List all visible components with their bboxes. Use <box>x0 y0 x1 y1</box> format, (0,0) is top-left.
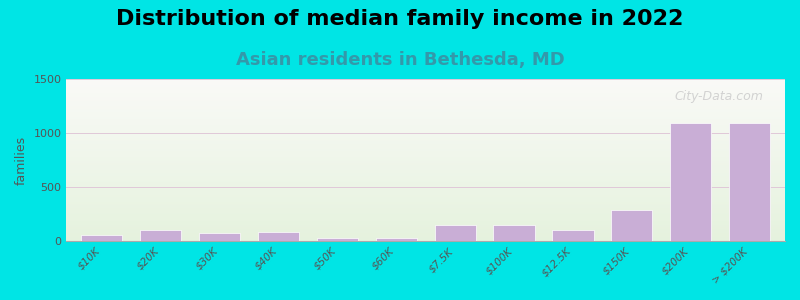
Bar <box>670 123 711 241</box>
Bar <box>258 232 299 241</box>
Bar <box>552 230 594 241</box>
Bar <box>611 210 653 241</box>
Bar <box>317 238 358 241</box>
Bar <box>434 225 476 241</box>
Text: Asian residents in Bethesda, MD: Asian residents in Bethesda, MD <box>236 51 564 69</box>
Bar <box>729 123 770 241</box>
Y-axis label: families: families <box>15 136 28 184</box>
Bar <box>81 235 122 241</box>
Bar <box>199 233 240 241</box>
Bar <box>376 238 417 241</box>
Bar <box>494 225 534 241</box>
Text: City-Data.com: City-Data.com <box>674 90 763 103</box>
Bar <box>140 230 182 241</box>
Text: Distribution of median family income in 2022: Distribution of median family income in … <box>116 9 684 29</box>
